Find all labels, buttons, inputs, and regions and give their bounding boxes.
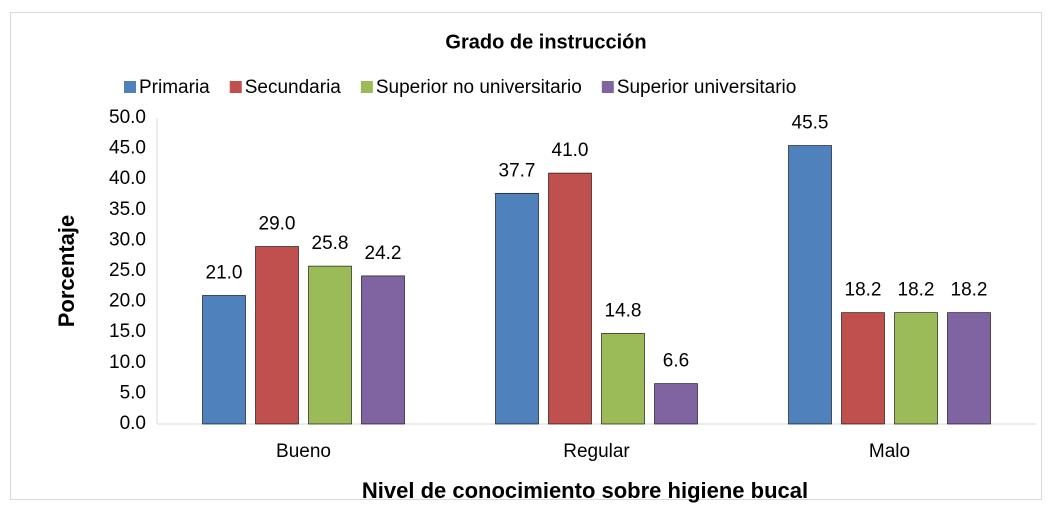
data-label: 21.0 bbox=[206, 262, 243, 283]
legend-label: Primaria bbox=[139, 77, 210, 98]
bar bbox=[654, 383, 698, 425]
y-tick-label: 50.0 bbox=[109, 107, 146, 128]
y-tick-label: 25.0 bbox=[109, 260, 146, 281]
y-tick-label: 35.0 bbox=[109, 199, 146, 220]
data-label: 14.8 bbox=[605, 300, 642, 321]
bar bbox=[308, 265, 352, 425]
bar bbox=[894, 312, 938, 425]
bar bbox=[361, 275, 405, 425]
legend-label: Superior universitario bbox=[617, 77, 797, 98]
bar bbox=[202, 295, 246, 425]
y-tick-label: 10.0 bbox=[109, 352, 146, 373]
y-tick-label: 45.0 bbox=[109, 138, 146, 159]
x-tick-label: Bueno bbox=[276, 441, 331, 462]
x-tick-label: Regular bbox=[563, 441, 630, 462]
data-label: 41.0 bbox=[552, 140, 589, 161]
data-label: 6.6 bbox=[663, 351, 689, 372]
y-tick-label: 30.0 bbox=[109, 229, 146, 250]
bar bbox=[601, 333, 645, 425]
bar bbox=[841, 312, 885, 425]
y-tick-label: 40.0 bbox=[109, 168, 146, 189]
y-axis-title: Porcentaje bbox=[54, 215, 79, 328]
y-tick-label: 15.0 bbox=[109, 321, 146, 342]
data-label: 18.2 bbox=[951, 280, 988, 301]
y-tick-label: 20.0 bbox=[109, 291, 146, 312]
x-tick-label: Malo bbox=[869, 441, 910, 462]
data-label: 37.7 bbox=[499, 160, 536, 181]
y-tick-label: 0.0 bbox=[120, 413, 146, 434]
data-label: 29.0 bbox=[259, 214, 296, 235]
data-label: 24.2 bbox=[365, 243, 402, 264]
y-tick-label: 5.0 bbox=[120, 382, 146, 403]
bar bbox=[548, 172, 592, 425]
data-label: 18.2 bbox=[898, 280, 935, 301]
bar bbox=[255, 246, 299, 425]
legend-label: Superior no universitario bbox=[376, 77, 582, 98]
bar bbox=[788, 145, 832, 425]
bar bbox=[947, 312, 991, 425]
legend-swatch bbox=[229, 81, 242, 93]
data-label: 25.8 bbox=[312, 233, 349, 254]
legend-swatch bbox=[124, 81, 136, 93]
legend-swatch bbox=[601, 81, 614, 93]
chart-title: Grado de instrucción bbox=[445, 31, 646, 53]
data-label: 45.5 bbox=[792, 113, 829, 134]
x-axis-title: Nivel de conocimiento sobre higiene buca… bbox=[362, 478, 808, 503]
bar bbox=[495, 192, 539, 425]
legend-swatch bbox=[360, 81, 373, 93]
legend-label: Secundaria bbox=[245, 77, 342, 98]
data-label: 18.2 bbox=[845, 280, 882, 301]
